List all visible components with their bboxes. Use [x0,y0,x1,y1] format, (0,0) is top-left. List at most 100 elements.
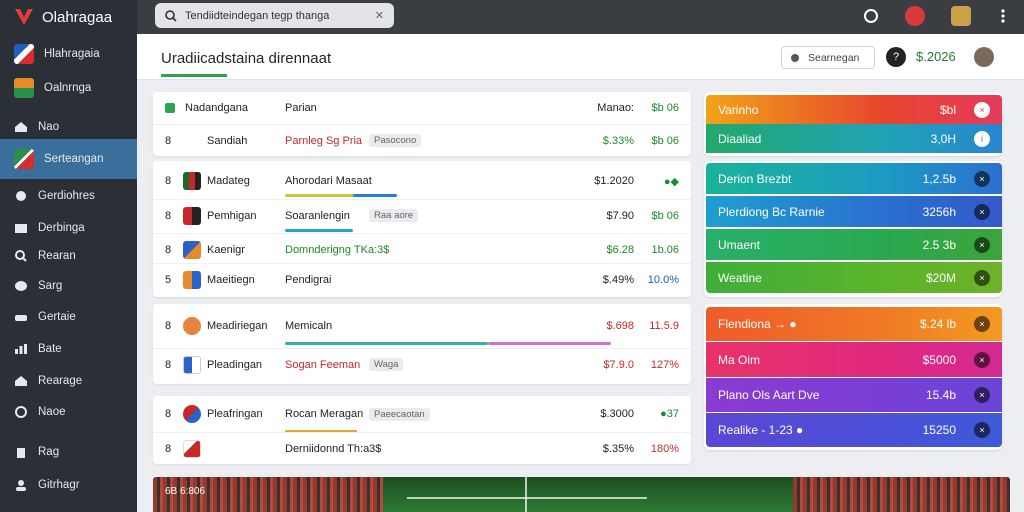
table-row[interactable]: 8 Sandiah Parnleg Sg Pria Pasocono $.33%… [153,124,691,156]
odds-label: Weatine [718,270,762,285]
sidebar-item-5[interactable]: Gerdiohres [0,186,137,206]
app-logo[interactable]: Olahragaa [0,0,137,34]
flag-icon [14,44,34,64]
odds-value: $7.9.0 [603,358,634,371]
table-row[interactable]: 8 Madateg Ahorodari Masaat $1.2020 ●◆ [153,165,691,197]
odds-row[interactable]: Flendiona → ● $.24 lb × [706,307,1002,341]
odds-row[interactable]: Varinho $bl × [706,95,1002,124]
odds-row[interactable]: Realike - 1-23 ● 15250 × [706,413,1002,447]
change-value: $b 06 [651,209,679,222]
sidebar-item-label: Gertaie [38,311,76,323]
odds-row[interactable]: Umaent 2.5 3b × [706,229,1002,260]
change-value: 10.0% [647,273,679,286]
help-icon[interactable]: ? [886,47,906,67]
profile-icon[interactable] [951,6,971,26]
close-icon[interactable]: × [974,170,990,187]
close-icon[interactable]: × [974,236,990,253]
sidebar-item-8[interactable]: Sarg [0,276,137,296]
odds-value: $20M [925,270,956,285]
progress-bar [285,194,395,197]
row-number: 8 [165,175,172,187]
opponent-name: Sogan Feeman [285,358,361,371]
clear-search-button[interactable]: ✕ [374,10,384,22]
sidebar-item-label: Sarg [38,280,63,292]
tag-badge: Raa aore [369,209,419,222]
close-icon[interactable]: × [974,387,990,403]
sidebar-item-label: Gerdiohres [38,190,95,202]
page-title: Uradiicadstaina dirennaat [161,50,332,67]
more-icon[interactable] [993,6,1013,26]
chat-icon [14,280,28,292]
match-card-1: Nadandgana Parian Manao: $b 06 8 Sandiah… [153,92,691,156]
odds-value: 15250 [922,423,956,437]
odds-row[interactable]: Diaaliad 3,0H i [706,124,1002,153]
sidebar-item-label: Rearage [38,375,83,387]
sidebar-item-9[interactable]: Gertaie [0,307,137,327]
sidebar-item-14[interactable]: Gitrhagr [0,475,137,495]
team-name: Kaenigr [207,243,245,256]
refresh-icon[interactable] [861,6,881,26]
change-value: ●◆ [663,175,679,188]
sidebar-item-label: Hlahragaia [44,48,100,60]
table-row[interactable]: 8 Pleadingan Sogan Feeman Waga $7.9.0 12… [153,348,691,380]
pitch-line [407,497,647,499]
close-icon[interactable]: × [974,316,990,332]
search-icon [14,250,28,262]
club-badge-icon [183,405,201,423]
header-button-label: Searnegan [808,51,860,64]
sidebar-item-label: Naoe [38,406,66,418]
stadium-banner: 6B 6:806 [153,477,1010,512]
table-row[interactable]: 8 Pemhigan Soaranlengin Raa aore $7.90 $… [153,199,691,232]
info-icon[interactable]: i [974,130,990,147]
odds-row[interactable]: Derion Brezbt 1,2.5b × [706,163,1002,194]
close-icon[interactable]: × [974,422,990,438]
odds-label: Plerdiong Bc Rarnie [718,204,825,219]
flag-icon [14,149,34,169]
table-row[interactable]: 8 Meadiriegan Memicaln $.698 11.5.9 [153,310,691,345]
header-button[interactable]: Searnegan [781,46,875,69]
sidebar-item-1[interactable]: Hlahragaia [0,40,137,68]
odds-value: 1,2.5b [922,171,956,186]
odds-row[interactable]: Plerdiong Bc Rarnie 3256h × [706,196,1002,227]
sidebar-item-11[interactable]: Rearage [0,371,137,391]
car-icon [14,311,28,323]
odds-value: 2.5 3b [922,237,956,252]
row-number: 8 [165,243,172,256]
crowd-image [793,477,1010,512]
odds-row[interactable]: Plano Ols Aart Dve 15.4b × [706,378,1002,412]
table-row[interactable]: 8 Pleafringan Rocan Meragan Paeecaotan $… [153,398,691,433]
close-icon[interactable]: × [974,351,990,368]
sidebar-item-13[interactable]: Rag [0,442,137,462]
search-input[interactable]: Tendiidteindegan tegp thanga [185,9,330,22]
team-name: Meadiriegan [207,320,268,332]
close-icon[interactable]: × [974,101,990,118]
odds-value: 3256h [922,204,956,219]
table-row[interactable]: 8 Kaenigr Domnderigng TKa:3$ $6.28 1b.06 [153,233,691,265]
table-row[interactable]: 8 Derniidonnd Th:a3$ $.35% 180% [153,432,691,464]
club-badge-icon [183,317,201,335]
sidebar-item-6[interactable]: Derbinga [0,218,137,238]
tag-badge: Waga [369,358,404,371]
odds-value: $.3000 [600,408,634,420]
flag-icon [183,172,201,190]
sidebar-item-7[interactable]: Rearan [0,246,137,266]
odds-row[interactable]: Weatine $20M × [706,262,1002,293]
table-row[interactable]: 5 Maeitiegn Pendigrai $.49% 10.0% [153,263,691,295]
avatar[interactable] [974,47,994,67]
sidebar-item-12[interactable]: Naoe [0,402,137,422]
match-card-3: 8 Meadiriegan Memicaln $.698 11.5.9 8 Pl… [153,304,691,384]
close-icon[interactable]: × [974,203,990,220]
search-bar[interactable]: Tendiidteindegan tegp thanga ✕ [155,3,394,28]
odds-row[interactable]: Ma Oim $5000 × [706,342,1002,377]
search-icon [165,9,177,22]
odds-label: Varinho [718,102,759,117]
sidebar-item-10[interactable]: Bate [0,339,137,359]
sidebar-item-4[interactable]: Serteangan [0,139,137,179]
notifications-icon[interactable] [905,6,925,26]
close-icon[interactable]: × [974,269,990,286]
change-value: $b 06 [651,102,679,114]
sidebar-item-2[interactable]: Oalnrnga [0,74,137,102]
table-row[interactable]: Nadandgana Parian Manao: $b 06 [153,92,691,124]
row-number: 8 [165,320,172,332]
sidebar-item-3[interactable]: Nao [0,116,137,138]
